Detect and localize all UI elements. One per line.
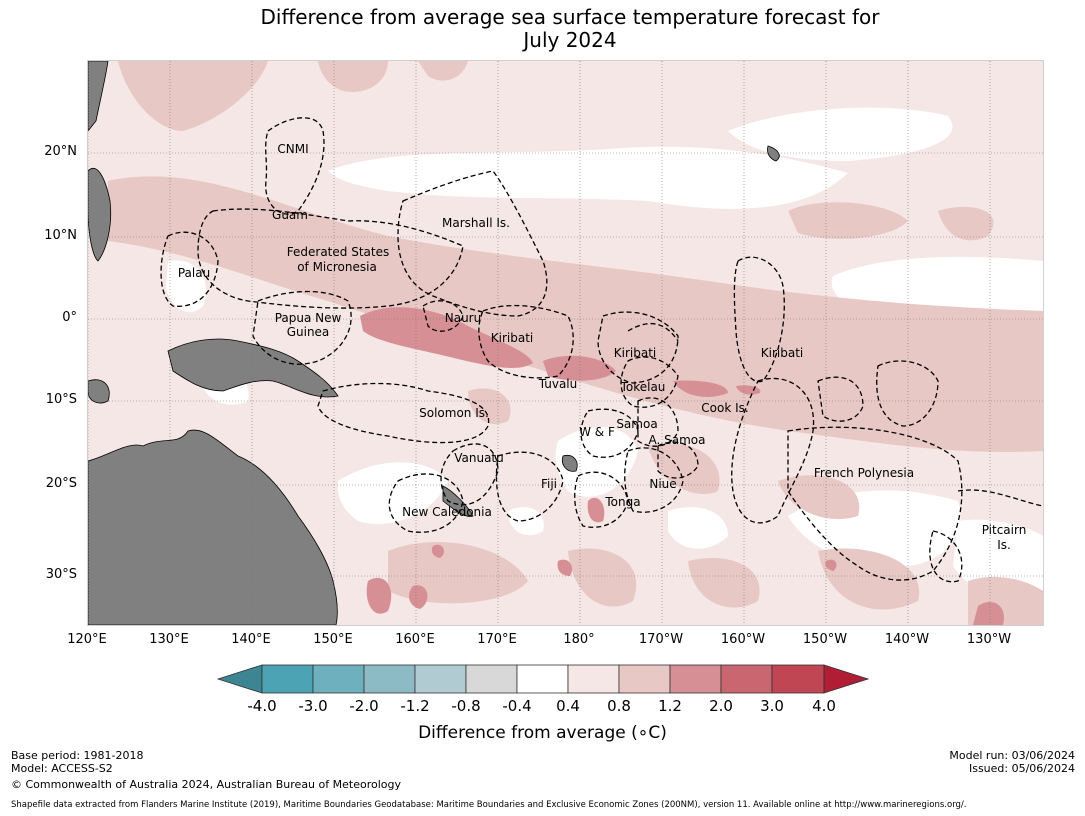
label-tokelau: Tokelau xyxy=(620,380,666,394)
footer-issued: Issued: 05/06/2024 xyxy=(968,762,1075,775)
label-tonga: Tonga xyxy=(604,495,640,509)
colorbar-tick-10: 2.0 xyxy=(709,697,733,715)
label-niue: Niue xyxy=(649,477,676,491)
hawaii xyxy=(767,145,780,162)
colorbar-tick-4: -1.2 xyxy=(400,697,430,715)
eez-boundaries xyxy=(160,117,1043,583)
label-kiribati-east: Kiribati xyxy=(761,346,803,360)
colorbar xyxy=(216,664,870,694)
colorbar-swatch-8 xyxy=(618,664,671,694)
label-wallis-futuna: W & F xyxy=(579,425,615,439)
label-french-polynesia: French Polynesia xyxy=(814,466,914,480)
lon-label-180: 180° xyxy=(563,632,595,647)
label-pitcairn-line-2: Is. xyxy=(997,538,1011,552)
colorbar-tick-6: -0.4 xyxy=(502,697,532,715)
colorbar-tick-7: 0.4 xyxy=(556,697,580,715)
colorbar-swatch-4 xyxy=(414,664,467,694)
colorbar-tick-11: 3.0 xyxy=(760,697,784,715)
colorbar-swatches xyxy=(216,664,870,694)
title-line-1: Difference from average sea surface temp… xyxy=(260,5,880,29)
colorbar-tick-3: -2.0 xyxy=(349,697,379,715)
chart-title: Difference from average sea surface temp… xyxy=(0,6,1085,52)
label-new-caledonia: New Caledonia xyxy=(402,505,492,519)
label-png-line-1: Papua New xyxy=(275,311,342,325)
lon-label-130e: 130°E xyxy=(149,632,189,647)
sst-anomaly-map: CNMI Guam Marshall Is. Federated States … xyxy=(87,60,1044,626)
label-cook-islands: Cook Is. xyxy=(701,401,748,415)
colorbar-swatch-1 xyxy=(261,664,314,694)
lon-label-160w: 160°W xyxy=(720,632,766,647)
label-fiji: Fiji xyxy=(541,477,557,491)
lat-label-10n: 10°N xyxy=(44,228,77,243)
colorbar-swatch-5 xyxy=(465,664,518,694)
colorbar-tick-5: -0.8 xyxy=(451,697,481,715)
colorbar-swatch-9 xyxy=(669,664,722,694)
lat-label-0: 0° xyxy=(62,310,77,325)
label-marshall-islands: Marshall Is. xyxy=(442,216,510,230)
lon-label-160e: 160°E xyxy=(395,632,435,647)
colorbar-title: Difference from average (∘C) xyxy=(418,723,667,743)
lon-label-140e: 140°E xyxy=(231,632,271,647)
label-vanuatu: Vanuatu xyxy=(454,451,504,465)
label-american-samoa: A. Samoa xyxy=(649,433,706,447)
footer-base-period: Base period: 1981-2018 xyxy=(11,749,144,762)
label-kiribati-central: Kiribati xyxy=(614,346,656,360)
fiji xyxy=(561,454,578,472)
colorbar-tick-1: -4.0 xyxy=(247,697,277,715)
lon-label-140w: 140°W xyxy=(884,632,930,647)
philippines xyxy=(88,168,112,262)
colorbar-extend-left xyxy=(216,664,263,694)
label-guam: Guam xyxy=(272,208,308,222)
lon-label-150e: 150°E xyxy=(313,632,353,647)
label-solomon-islands: Solomon Is. xyxy=(419,406,489,420)
footer-shapefile-note: Shapefile data extracted from Flanders M… xyxy=(11,800,967,810)
colorbar-tick-9: 1.2 xyxy=(658,697,682,715)
map-canvas: CNMI Guam Marshall Is. Federated States … xyxy=(88,61,1043,625)
anomaly-1.2-2.0 xyxy=(360,307,1004,625)
lon-label-170w: 170°W xyxy=(638,632,684,647)
label-kiribati-west: Kiribati xyxy=(491,331,533,345)
anomaly-0.8-1.2 xyxy=(108,61,1043,625)
lon-label-170e: 170°E xyxy=(477,632,517,647)
label-samoa: Samoa xyxy=(616,417,657,431)
footer-model-run: Model run: 03/06/2024 xyxy=(949,749,1075,762)
sulawesi xyxy=(88,379,110,404)
colorbar-tick-2: -3.0 xyxy=(298,697,328,715)
colorbar-extend-right xyxy=(823,664,870,694)
lat-label-20s: 20°S xyxy=(45,476,77,491)
colorbar-swatch-7 xyxy=(567,664,620,694)
label-nauru: Nauru xyxy=(445,311,481,325)
label-cnmi: CNMI xyxy=(277,142,308,156)
label-tuvalu: Tuvalu xyxy=(538,377,578,391)
colorbar-swatch-2 xyxy=(312,664,365,694)
lon-label-130w: 130°W xyxy=(966,632,1012,647)
new-caledonia xyxy=(442,485,474,517)
label-palau: Palau xyxy=(178,266,210,280)
lon-label-150w: 150°W xyxy=(802,632,848,647)
lat-label-10s: 10°S xyxy=(45,392,77,407)
footer-copyright: © Commonwealth of Australia 2024, Austra… xyxy=(11,778,401,791)
colorbar-swatch-11 xyxy=(771,664,825,694)
colorbar-tick-8: 0.8 xyxy=(607,697,631,715)
lat-label-30s: 30°S xyxy=(45,567,77,582)
lat-label-20n: 20°N xyxy=(44,144,77,159)
colorbar-swatch-10 xyxy=(720,664,773,694)
label-png-line-2: Guinea xyxy=(287,325,330,339)
lon-label-120e: 120°E xyxy=(67,632,107,647)
label-pitcairn-line-1: Pitcairn xyxy=(982,523,1027,537)
graticule xyxy=(88,61,1043,625)
title-line-2: July 2024 xyxy=(523,28,617,52)
taiwan-region xyxy=(88,61,109,132)
new-guinea xyxy=(167,338,339,398)
near-average-areas xyxy=(166,107,1043,602)
colorbar-swatch-3 xyxy=(363,664,416,694)
label-fsm-line-1: Federated States xyxy=(287,245,389,259)
label-fsm-line-2: of Micronesia xyxy=(297,260,377,274)
colorbar-tick-12: 4.0 xyxy=(812,697,836,715)
footer-model: Model: ACCESS-S2 xyxy=(11,762,113,775)
colorbar-swatch-6 xyxy=(516,664,569,694)
